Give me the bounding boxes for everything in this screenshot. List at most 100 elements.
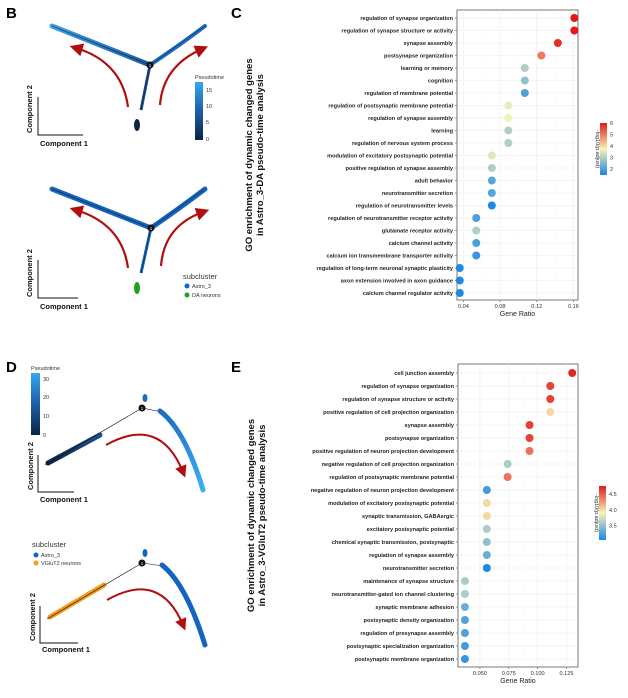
trajectory-pseudotime-d: Pseudotime 0 10 20 30 1 Component 2 Comp… (26, 366, 206, 504)
x-axis-label: Component 1 (40, 495, 88, 504)
data-point (546, 382, 555, 390)
data-point (546, 408, 555, 416)
data-point (482, 538, 491, 546)
category-label: chemical synaptic transmission, postsyna… (332, 540, 454, 546)
category-label: postsynaptic density organization (364, 618, 455, 624)
data-point (568, 369, 577, 377)
category-label: cognition (428, 79, 454, 85)
category-label: maintenance of synapse structure (363, 579, 454, 585)
data-point (482, 486, 491, 494)
x-axis-title: Gene Ratio (500, 678, 536, 685)
x-tick-label: 0.16 (568, 304, 579, 310)
panel-e-dotplot: E 0.050 0.075 0.100 0.125 cell junction assem… (231, 359, 617, 685)
legend-swatch-vglut2 (33, 560, 39, 566)
data-point (482, 499, 491, 507)
data-point (482, 551, 491, 559)
branch-node-label: 1 (141, 561, 144, 566)
direction-arrow-right (159, 208, 210, 267)
color-scale-tick: 3.5 (609, 524, 617, 530)
color-scale-title: -log10(p.adjust) (593, 494, 599, 532)
x-tick-label: 0.04 (458, 304, 469, 310)
data-point (520, 64, 529, 72)
branch-node (147, 224, 155, 232)
branch-node (138, 559, 146, 567)
color-scale-tick: 5 (610, 133, 613, 139)
legend-title: Pseudotime (31, 366, 60, 372)
category-label: excitatory postsynaptic potential (367, 527, 455, 533)
direction-arrow (106, 588, 187, 631)
category-label: regulation of nervous system process (352, 141, 453, 147)
category-label: negative regulation of neuron projection… (311, 488, 454, 494)
category-label: regulation of postsynaptic membrane pote… (328, 104, 453, 110)
data-point (460, 629, 469, 637)
category-label: calcium channel activity (389, 241, 454, 247)
x-tick-label: 0.075 (502, 671, 516, 677)
data-point (455, 264, 464, 272)
legend-swatch-astro3 (33, 552, 39, 558)
legend-title: Pseudotime (195, 75, 224, 81)
panel-label: C (231, 5, 242, 22)
category-label: regulation of synapse structure or activ… (341, 29, 453, 35)
x-tick-label: 0.050 (473, 671, 487, 677)
x-axis-label: Component 1 (42, 645, 90, 654)
color-scale-title: -log10(p.adjust) (594, 130, 600, 168)
side-branch-cluster (142, 549, 148, 557)
color-scale-tick: 4.5 (609, 492, 617, 498)
data-point (520, 76, 529, 85)
category-label: learning (431, 129, 453, 135)
axis-indicator (37, 455, 74, 493)
data-point (460, 642, 469, 650)
category-label: postsynaptic membrane organization (355, 657, 455, 663)
legend-item: Astro_3 (192, 284, 211, 290)
color-scale-tick: 4 (610, 144, 613, 150)
y-axis-title: GO enrichment of dynamic changed genesin… (246, 419, 268, 612)
panel-label-b: B (6, 5, 17, 22)
data-point (482, 512, 491, 520)
y-axis-label: Component 2 (28, 593, 37, 641)
data-point (460, 577, 469, 585)
x-axis-title: Gene Ratio (500, 311, 536, 318)
color-scale-tick: 3 (610, 156, 613, 162)
color-scale-tick: 2 (610, 167, 613, 173)
category-label: regulation of long-term neuronal synapti… (317, 266, 454, 272)
category-label: positive regulation of synapse assembly (345, 166, 453, 172)
trajectory-astro3 (159, 562, 208, 648)
axis-indicator (39, 606, 78, 644)
data-point (460, 590, 469, 598)
category-label: postsynapse organization (385, 436, 455, 442)
y-axis-title-line: in Astro_3-DA pseudo-time analysis (255, 74, 266, 236)
x-axis-label: Component 1 (40, 302, 88, 311)
trajectory-pseudotime-b: 1 Component 2 Component 1 Pseudotime 0 5… (25, 23, 224, 148)
category-label: regulation of neurotransmitter receptor … (328, 216, 454, 222)
data-point (525, 447, 534, 455)
legend-tick: 0 (206, 137, 209, 143)
direction-arrow-left (69, 43, 130, 108)
data-point (472, 251, 481, 260)
trajectory-late (157, 408, 206, 493)
color-scale-tick: 6 (610, 121, 613, 127)
data-point (482, 525, 491, 533)
category-label: glutamate receptor activity (382, 229, 454, 235)
category-label: regulation of synapse assembly (368, 116, 454, 122)
panel-c-dotplot: C 0.04 0.08 0.12 0.16 regulation of synapse o… (231, 5, 613, 318)
category-label: postsynapse organization (384, 54, 454, 60)
category-label: synaptic transmission, GABAergic (362, 514, 454, 520)
y-axis-label: Component 2 (25, 249, 34, 297)
legend-swatch-astro3 (184, 283, 190, 289)
trajectory-backbone (51, 188, 206, 274)
category-label: neurotransmitter secretion (383, 566, 455, 572)
trajectory-subcluster-b: 1 Component 2 Component 1 subcluster Ast… (25, 186, 221, 311)
data-point (455, 289, 464, 297)
pseudotime-colorbar (195, 82, 203, 140)
axis-indicator (37, 97, 83, 136)
color-scale-bar (600, 123, 607, 175)
data-point (460, 603, 469, 611)
category-label: synapse assembly (404, 41, 454, 47)
category-label: negative regulation of cell projection o… (322, 462, 455, 468)
legend-tick: 15 (206, 88, 212, 94)
data-point (546, 395, 555, 403)
da-neuron-cluster (134, 282, 140, 294)
data-point (553, 39, 562, 47)
pseudotime-legend: Pseudotime 0 10 20 30 (31, 366, 60, 439)
